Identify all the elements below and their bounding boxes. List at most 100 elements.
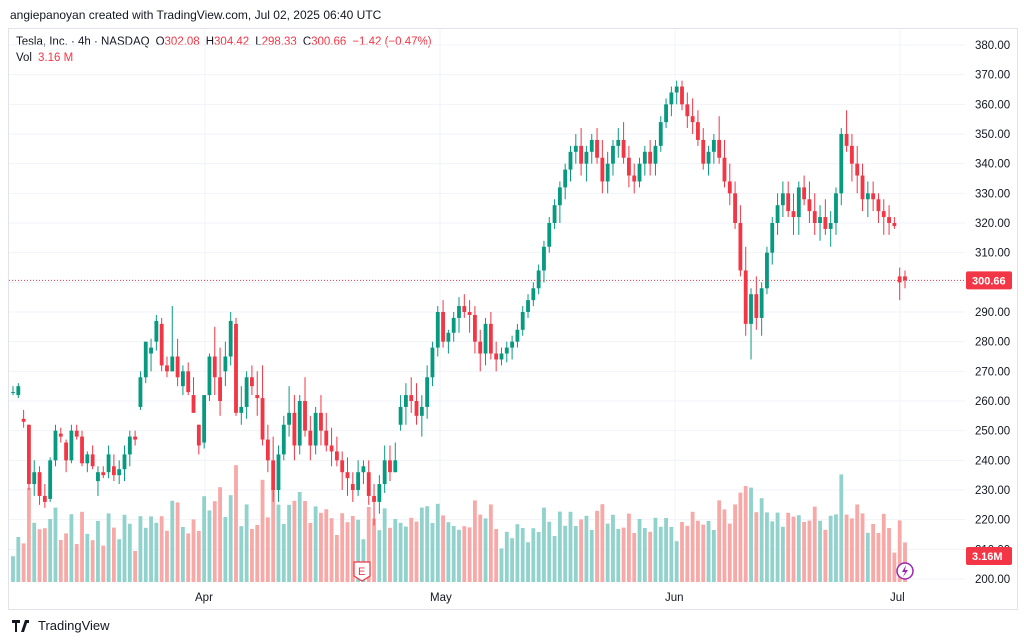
volume-bar <box>345 522 350 582</box>
volume-bar <box>722 509 727 582</box>
volume-bar <box>48 519 53 582</box>
candle-body <box>573 145 578 152</box>
volume-bar <box>563 525 568 582</box>
candle-body <box>621 139 626 158</box>
volume-bar <box>228 495 233 582</box>
candle-body <box>780 193 785 206</box>
candle-body <box>271 460 276 490</box>
candle-body <box>170 356 175 372</box>
volume-bar <box>579 519 584 582</box>
candle-body <box>595 139 599 158</box>
candle-body <box>430 347 435 378</box>
volume-bar <box>414 521 419 582</box>
candle-body <box>844 134 849 146</box>
volume-bar <box>701 524 706 582</box>
candle-body <box>425 377 430 407</box>
candle-body <box>90 454 95 467</box>
y-tick-label: 220.00 <box>975 515 1010 527</box>
volume-bar <box>234 465 238 582</box>
candle-body <box>85 454 90 464</box>
volume-bar <box>749 487 753 582</box>
x-tick-label: May <box>430 592 452 604</box>
candle-body <box>239 406 244 413</box>
volume-bar <box>451 526 456 582</box>
volume-bar <box>90 540 95 582</box>
candle-body <box>557 187 562 206</box>
candle-body <box>791 211 796 218</box>
y-tick-label: 320.00 <box>975 218 1010 230</box>
candle-body <box>398 406 403 425</box>
candle-body <box>642 151 647 164</box>
volume-bar <box>690 511 695 582</box>
y-tick-label: 370.00 <box>975 70 1010 82</box>
candle-body <box>897 276 902 283</box>
candle-body <box>414 401 419 416</box>
candle-body <box>377 484 382 502</box>
volume-bar <box>473 500 477 582</box>
volume-bar <box>903 542 907 582</box>
earnings-marker[interactable]: E <box>353 561 371 582</box>
candle-body <box>531 288 536 301</box>
candle-body <box>664 104 668 123</box>
candle-body <box>579 145 584 164</box>
y-tick-label: 340.00 <box>975 159 1010 171</box>
volume-bar <box>255 525 260 582</box>
volume-bar <box>887 528 891 582</box>
volume-bar <box>542 507 546 582</box>
volume-bar <box>393 519 398 582</box>
volume-bar <box>398 522 403 582</box>
candle-body <box>202 395 207 443</box>
candle-body <box>382 460 387 485</box>
candle-body <box>372 495 376 502</box>
candle-body <box>733 193 738 223</box>
volume-bar <box>32 522 37 582</box>
footer-brand[interactable]: TradingView <box>38 618 110 633</box>
volume-bar <box>250 529 254 582</box>
y-tick-label: 230.00 <box>975 485 1010 497</box>
candle-body <box>324 430 329 446</box>
volume-bar <box>812 506 817 582</box>
candle-body <box>451 317 456 333</box>
volume-bar <box>499 548 504 582</box>
volume-bar <box>85 533 90 582</box>
candle-body <box>589 139 594 152</box>
volume-bar <box>356 519 361 582</box>
candle-body <box>818 217 822 223</box>
volume-bar <box>446 522 451 582</box>
candle-body <box>122 454 127 470</box>
volume-bar <box>510 538 515 582</box>
volume-bar <box>292 500 297 582</box>
volume-bar <box>106 513 111 582</box>
volume-bar <box>175 502 180 582</box>
volume-bar <box>802 522 807 582</box>
volume-bar <box>547 521 552 582</box>
volume-bar <box>276 504 281 582</box>
candle-body <box>473 314 477 342</box>
open-label: O <box>155 36 165 48</box>
y-tick-label: 350.00 <box>975 129 1010 141</box>
volume-bar <box>621 527 626 582</box>
volume-bar <box>876 533 881 582</box>
volume-bar <box>738 492 743 582</box>
volume-label[interactable]: Vol <box>16 52 32 64</box>
volume-bar <box>207 510 212 582</box>
candle-body <box>16 386 21 396</box>
volume-bar <box>589 530 594 582</box>
volume-bar <box>881 513 886 582</box>
volume-bar <box>653 517 658 582</box>
candle-body <box>218 377 222 401</box>
candle-body <box>308 430 313 446</box>
candle-body <box>143 341 148 378</box>
candle-body <box>743 270 748 324</box>
volume-bar <box>807 520 812 582</box>
volume-bar <box>313 506 318 582</box>
candle-body <box>520 312 525 330</box>
candle-body <box>69 430 74 461</box>
volume-bar <box>483 518 488 582</box>
candle-body <box>802 187 807 200</box>
y-tick-label: 200.00 <box>975 574 1010 586</box>
candle-body <box>881 211 886 218</box>
volume-bar <box>754 512 759 582</box>
volume-bar <box>637 519 642 582</box>
